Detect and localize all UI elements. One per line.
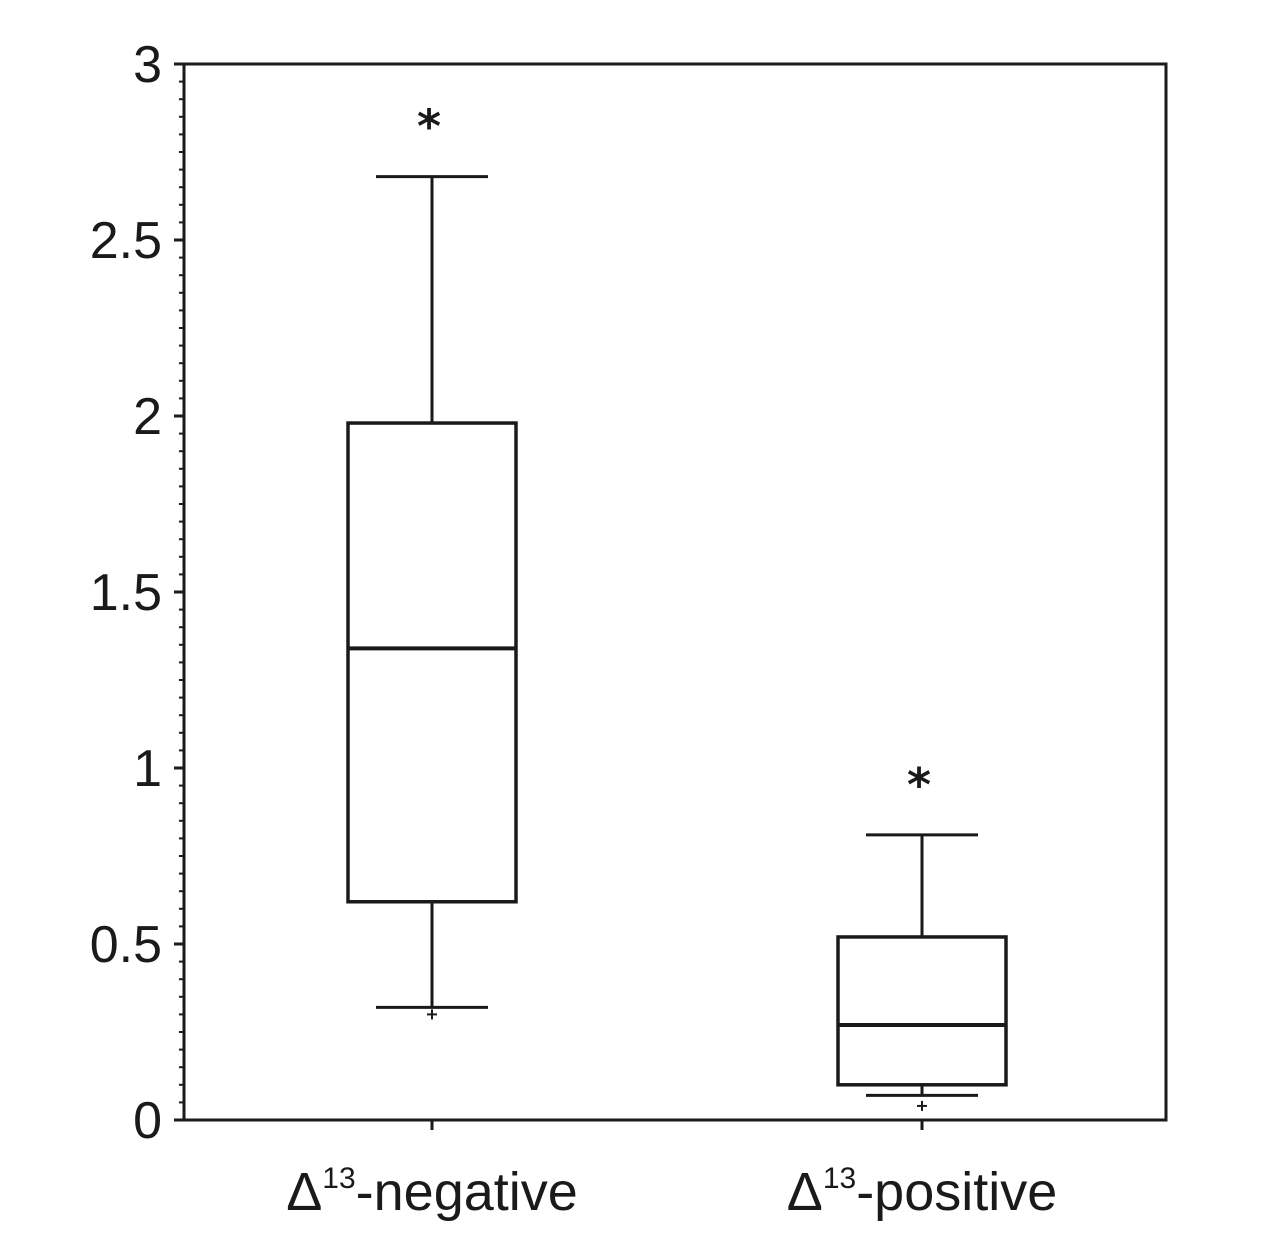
category-delta: Δ	[286, 1162, 322, 1222]
iqr-box	[836, 935, 1008, 1087]
category-delta: Δ	[787, 1162, 823, 1222]
box-group: *	[346, 100, 518, 1020]
plot-border	[182, 62, 1168, 1122]
y-tick-label: 2.5	[90, 212, 162, 270]
iqr-box	[346, 421, 518, 904]
y-tick-label: 2	[133, 388, 162, 446]
significance-star: *	[907, 758, 931, 812]
y-tick-label: 1	[133, 740, 162, 798]
y-tick-label: 0	[133, 1092, 162, 1150]
box-group: *	[836, 758, 1008, 1111]
x-axis: Δ13-negative Δ13-positive	[286, 1120, 1057, 1222]
category-label: Δ13-positive	[787, 1162, 1058, 1222]
category-superscript: 13	[823, 1162, 856, 1195]
plot-frame	[182, 62, 1168, 1122]
category-label: Δ13-negative	[286, 1162, 578, 1222]
category-suffix: -negative	[356, 1162, 578, 1222]
category-superscript: 13	[322, 1162, 355, 1195]
category-suffix: -positive	[856, 1162, 1057, 1222]
y-tick-label: 0.5	[90, 916, 162, 974]
significance-star: *	[417, 100, 441, 154]
boxes: **	[346, 100, 1008, 1111]
y-tick-label: 3	[133, 36, 162, 94]
y-axis: 0 0.5 1 1.5 2 2.5 3	[90, 36, 184, 1150]
y-tick-label: 1.5	[90, 564, 162, 622]
